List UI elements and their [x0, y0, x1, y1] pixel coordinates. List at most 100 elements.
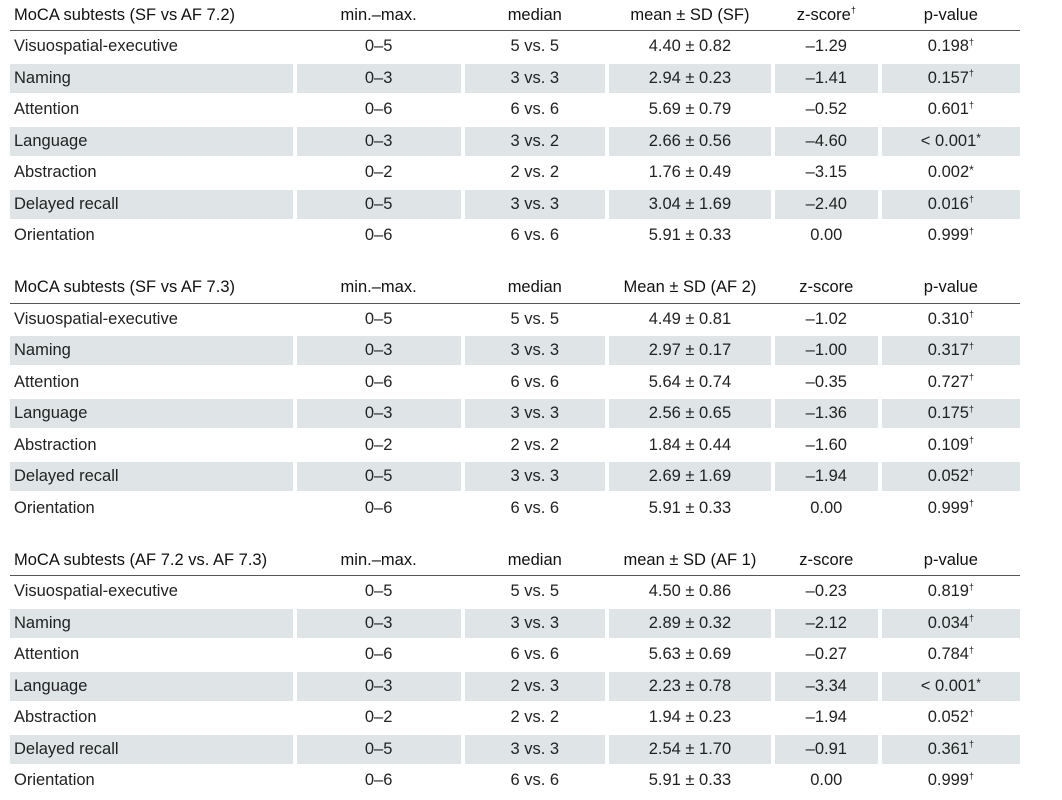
table-header-row: MoCA subtests (AF 7.2 vs. AF 7.3) min.–m…	[10, 545, 1020, 576]
pvalue-text: 0.361	[927, 739, 969, 758]
mean-cell: 2.69 ± 1.69	[608, 462, 771, 492]
range-cell: 0–3	[296, 126, 461, 156]
range-cell: 0–2	[364, 163, 393, 182]
zscore-cell: –0.35	[805, 372, 847, 391]
range-cell: 0–2	[364, 435, 393, 454]
subtest-name: Language	[10, 399, 293, 429]
zscore-cell: –1.00	[774, 336, 878, 366]
column-header-range: min.–max.	[340, 550, 417, 569]
table-row: Abstraction 0–2 2 vs. 2 1.76 ± 0.49 –3.1…	[10, 157, 1020, 189]
median-cell: 3 vs. 3	[464, 63, 605, 93]
zscore-cell: –3.15	[805, 163, 847, 182]
column-header-range: min.–max.	[340, 5, 417, 24]
table-row: Visuospatial-executive 0–5 5 vs. 5 4.40 …	[10, 31, 1020, 63]
subtest-name: Orientation	[14, 771, 95, 790]
pvalue-text: 0.109	[927, 435, 969, 454]
subtest-name: Orientation	[14, 498, 95, 517]
median-cell: 5 vs. 5	[510, 37, 560, 56]
pvalue-cell: 0.361 †	[881, 734, 1020, 764]
pvalue-cell: 0.175 †	[881, 399, 1020, 429]
zscore-cell: –1.60	[805, 435, 847, 454]
pvalue-cell: 0.109 †	[927, 435, 974, 454]
mean-cell: 2.56 ± 0.65	[608, 399, 771, 429]
subtest-name: Attention	[14, 372, 80, 391]
pvalue-cell: 0.002 *	[882, 158, 1020, 187]
subtest-name: Visuospatial-executive	[14, 582, 178, 601]
table-row: Language 0–3 3 vs. 3 2.56 ± 0.65 –1.36 0…	[10, 398, 1020, 430]
subtest-name: Naming	[10, 336, 293, 366]
pvalue-cell: 0.016 †	[881, 189, 1020, 219]
range-cell: 0–6	[364, 226, 393, 245]
pvalue-cell: 0.601 †	[927, 99, 974, 119]
table-header-row: MoCA subtests (SF vs AF 7.3) min.–max. m…	[10, 273, 1020, 304]
range-cell: 0–6	[364, 645, 393, 664]
mean-cell: 3.04 ± 1.69	[608, 189, 771, 219]
zscore-cell: –1.02	[805, 309, 847, 328]
mean-cell: 1.94 ± 0.23	[648, 708, 732, 727]
mean-cell: 1.76 ± 0.49	[648, 163, 732, 182]
subtest-name: Naming	[10, 608, 293, 638]
pvalue-text: 0.819	[927, 582, 969, 601]
pvalue-cell: 0.999 †	[927, 770, 974, 790]
table-row: Naming 0–3 3 vs. 3 2.89 ± 0.32 –2.12 0.0…	[10, 608, 1020, 640]
zscore-cell: –1.94	[774, 462, 878, 492]
pvalue-text: 0.002	[927, 163, 970, 182]
median-cell: 3 vs. 3	[464, 189, 605, 219]
pvalue-cell: 0.157 †	[881, 63, 1020, 93]
table-row: Delayed recall 0–5 3 vs. 3 3.04 ± 1.69 –…	[10, 189, 1020, 221]
pvalue-cell: 0.198 †	[927, 36, 974, 56]
table-row: Abstraction 0–2 2 vs. 2 1.84 ± 0.44 –1.6…	[10, 430, 1020, 462]
table-section-sf-vs-af73: MoCA subtests (SF vs AF 7.3) min.–max. m…	[10, 273, 1020, 525]
median-cell: 2 vs. 3	[464, 671, 605, 701]
table-row: Delayed recall 0–5 3 vs. 3 2.69 ± 1.69 –…	[10, 461, 1020, 493]
table-row: Delayed recall 0–5 3 vs. 3 2.54 ± 1.70 –…	[10, 734, 1020, 766]
results-table: MoCA subtests (SF vs AF 7.2) min.–max. m…	[10, 0, 1020, 797]
mean-cell: 5.63 ± 0.69	[648, 645, 732, 664]
zscore-cell: –1.29	[805, 37, 847, 56]
subtest-name: Language	[10, 671, 293, 701]
subtest-name: Language	[10, 126, 293, 156]
range-cell: 0–5	[364, 582, 393, 601]
table-section-sf-vs-af72: MoCA subtests (SF vs AF 7.2) min.–max. m…	[10, 0, 1020, 252]
table-row: Attention 0–6 6 vs. 6 5.63 ± 0.69 –0.27 …	[10, 639, 1020, 671]
pvalue-text: 0.034	[927, 613, 969, 632]
range-cell: 0–5	[296, 462, 461, 492]
median-cell: 3 vs. 2	[464, 126, 605, 156]
pvalue-text: 0.601	[927, 100, 969, 119]
section-title: MoCA subtests (SF vs AF 7.3)	[14, 278, 235, 296]
mean-cell: 2.23 ± 0.78	[608, 671, 771, 701]
table-section-af72-vs-af73: MoCA subtests (AF 7.2 vs. AF 7.3) min.–m…	[10, 545, 1020, 797]
range-cell: 0–5	[296, 734, 461, 764]
pvalue-cell: < 0.001 *	[881, 671, 1020, 701]
median-cell: 3 vs. 3	[464, 399, 605, 429]
column-header-range: min.–max.	[340, 278, 417, 296]
median-cell: 6 vs. 6	[510, 771, 560, 790]
pvalue-cell: 0.052 †	[927, 707, 974, 727]
column-header-median: median	[507, 550, 562, 569]
pvalue-text: 0.198	[927, 37, 969, 56]
subtest-name: Orientation	[14, 226, 95, 245]
table-row: Attention 0–6 6 vs. 6 5.69 ± 0.79 –0.52 …	[10, 94, 1020, 126]
median-cell: 3 vs. 3	[464, 608, 605, 638]
range-cell: 0–6	[364, 100, 393, 119]
subtest-name: Delayed recall	[10, 189, 293, 219]
subtest-name: Delayed recall	[10, 734, 293, 764]
range-cell: 0–6	[364, 372, 393, 391]
table-row: Orientation 0–6 6 vs. 6 5.91 ± 0.33 0.00…	[10, 493, 1020, 525]
zscore-cell: –4.60	[774, 126, 878, 156]
zscore-cell: –0.52	[805, 100, 847, 119]
column-header-median: median	[507, 5, 562, 24]
median-cell: 2 vs. 2	[510, 435, 560, 454]
pvalue-mark: *	[976, 676, 981, 691]
column-header-zscore: z-score	[799, 278, 854, 296]
median-cell: 6 vs. 6	[510, 498, 560, 517]
table-row: Language 0–3 3 vs. 2 2.66 ± 0.56 –4.60 <…	[10, 126, 1020, 158]
mean-cell: 2.97 ± 0.17	[608, 336, 771, 366]
column-header-median: median	[507, 278, 562, 296]
table-row: Attention 0–6 6 vs. 6 5.64 ± 0.74 –0.35 …	[10, 367, 1020, 399]
range-cell: 0–3	[296, 608, 461, 638]
pvalue-mark: *	[976, 131, 981, 146]
table-header-row: MoCA subtests (SF vs AF 7.2) min.–max. m…	[10, 0, 1020, 31]
pvalue-cell: 0.317 †	[881, 336, 1020, 366]
pvalue-cell: 0.999 †	[927, 225, 974, 245]
